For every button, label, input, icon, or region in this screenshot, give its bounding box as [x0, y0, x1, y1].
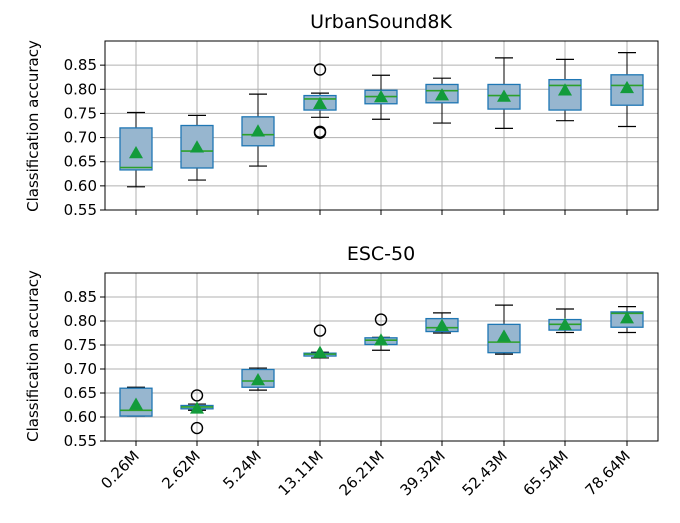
box-6	[425, 77, 459, 124]
box-3	[241, 367, 275, 391]
mean-marker	[620, 80, 634, 94]
y-tick-label: 0.75	[64, 104, 97, 122]
x-tick-label: 2.62M	[158, 447, 203, 492]
mean-marker	[620, 311, 634, 324]
outlier-point	[190, 389, 204, 402]
y-tick-label: 0.80	[64, 80, 97, 98]
plot-frame	[104, 40, 659, 211]
box-7	[487, 304, 521, 355]
mean-marker	[190, 401, 204, 414]
y-tick-label: 0.60	[64, 408, 97, 426]
box-1	[119, 386, 153, 417]
mean-marker	[374, 333, 388, 346]
mean-marker	[435, 318, 449, 332]
mean-marker	[558, 317, 572, 331]
mean-marker	[251, 124, 265, 137]
mean-marker	[497, 89, 511, 102]
y-tick-label: 0.85	[64, 288, 97, 306]
x-tick-label: 65.54M	[520, 447, 572, 499]
mean-marker	[129, 397, 143, 410]
x-tick-label: 26.21M	[336, 447, 388, 499]
box-9	[610, 306, 644, 334]
y-tick-label: 0.70	[64, 129, 97, 147]
mean-marker	[558, 83, 572, 96]
plot-frame	[104, 272, 659, 442]
box-1	[119, 111, 153, 188]
box-body	[610, 74, 644, 106]
y-tick-label: 0.60	[64, 177, 97, 195]
box-2	[180, 114, 214, 181]
y-tick-label: 0.75	[64, 336, 97, 354]
panel-title-esc50: ESC-50	[347, 243, 415, 265]
x-tick-label: 39.32M	[397, 447, 449, 499]
x-tick-label: 5.24M	[219, 447, 264, 492]
y-tick-label: 0.65	[64, 153, 97, 171]
x-tick-label: 78.64M	[582, 447, 634, 499]
mean-marker	[497, 329, 511, 342]
box-3	[241, 93, 275, 167]
outlier-point	[313, 324, 327, 337]
box-4	[303, 324, 337, 359]
outlier-point	[313, 126, 327, 139]
y-tick-label: 0.85	[64, 56, 97, 74]
box-8	[548, 58, 582, 122]
y-axis-label-esc50: Classification accuracy	[24, 270, 42, 442]
box-7	[487, 57, 521, 129]
box-8	[548, 308, 582, 334]
panel-urbansound8k: UrbanSound8K Classification accuracy 0.5…	[24, 11, 659, 219]
y-tick-label: 0.55	[64, 432, 97, 450]
panel-title-urbansound8k: UrbanSound8K	[310, 11, 452, 33]
outlier-point	[374, 313, 388, 326]
panel-esc50: ESC-50 Classification accuracy 0.55 0.60 0…	[24, 243, 659, 499]
x-tick-label: 13.11M	[275, 447, 327, 499]
outlier-point	[313, 63, 327, 76]
mean-marker	[374, 90, 388, 103]
x-tick-label: 0.26M	[97, 447, 142, 492]
box-6	[425, 312, 459, 334]
box-4	[303, 63, 337, 139]
mean-marker	[313, 345, 327, 358]
x-tick-label: 52.43M	[459, 447, 511, 499]
box-5	[364, 313, 398, 351]
mean-marker	[129, 146, 143, 159]
y-tick-label: 0.80	[64, 312, 97, 330]
y-tick-label: 0.55	[64, 201, 97, 219]
mean-marker	[313, 96, 327, 110]
mean-marker	[251, 373, 265, 386]
y-tick-label: 0.65	[64, 384, 97, 402]
box-2	[180, 389, 214, 435]
outlier-point	[190, 421, 204, 435]
y-tick-label: 0.70	[64, 360, 97, 378]
mean-marker	[190, 140, 204, 153]
y-axis-label-urbansound8k: Classification accuracy	[24, 40, 42, 212]
box-9	[610, 51, 644, 128]
box-5	[364, 74, 398, 120]
mean-marker	[435, 88, 449, 101]
